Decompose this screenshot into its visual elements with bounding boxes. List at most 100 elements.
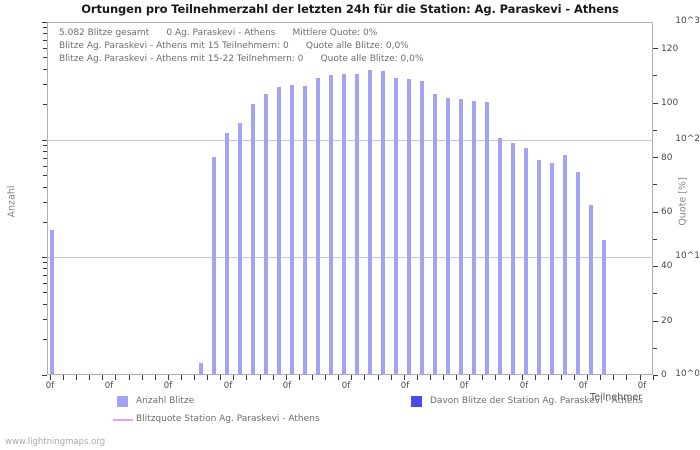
footer-url: www.lightningmaps.org (5, 437, 106, 447)
x-tick (246, 375, 247, 380)
x-tick (587, 375, 588, 380)
y-minor-tick (43, 268, 47, 269)
y-major-tick (42, 22, 47, 23)
bar (290, 85, 294, 375)
y-minor-tick (43, 104, 47, 105)
bar (563, 262, 567, 375)
x-tick (207, 375, 208, 380)
bar (355, 74, 359, 375)
y-minor-tick (43, 339, 47, 340)
x-tick (155, 375, 156, 380)
x-tick (482, 375, 483, 380)
y-major-tick (42, 140, 47, 141)
x-tick (50, 375, 51, 380)
bar (238, 123, 242, 375)
x-axis-tick-label: 0f (459, 381, 469, 391)
x-tick (430, 375, 431, 380)
gridline-1e2 (47, 140, 653, 141)
bar (329, 75, 333, 375)
y-minor-tick (43, 187, 47, 188)
x-tick (391, 375, 392, 380)
legend-label-blitzquote: Blitzquote Station Ag. Paraskevi - Athen… (136, 414, 320, 424)
x-tick (181, 375, 182, 380)
bar (446, 98, 450, 375)
x-tick (312, 375, 313, 380)
annotation-line-2: Blitze Ag. Paraskevi - Athens mit 15 Tei… (59, 41, 409, 51)
bar (342, 74, 346, 375)
y-axis-label-1e3: 10^3 (675, 16, 700, 26)
y2-tick (653, 130, 657, 131)
x-tick (351, 375, 352, 380)
bar (199, 363, 203, 375)
x-tick (613, 375, 614, 380)
x-tick (168, 375, 169, 380)
annotation-line-1: 5.082 Blitze gesamt 0 Ag. Paraskevi - At… (59, 28, 378, 38)
y2-axis-label-40: 40 (661, 261, 673, 271)
x-axis-title: Teilnehmer (590, 392, 643, 403)
x-tick (299, 375, 300, 380)
bar (641, 374, 645, 375)
x-tick (364, 375, 365, 380)
x-axis-tick-label: 0f (341, 381, 351, 391)
y2-axis-label-0: 0 (661, 370, 667, 380)
y-minor-tick (43, 27, 47, 28)
y-minor-tick (43, 69, 47, 70)
x-axis-tick-label: 0f (104, 381, 114, 391)
y2-tick (653, 375, 658, 376)
x-axis-tick-label: 0f (223, 381, 233, 391)
x-tick (626, 375, 627, 380)
x-tick (469, 375, 470, 380)
y2-tick (653, 239, 657, 240)
x-tick (378, 375, 379, 380)
bar (485, 102, 489, 375)
y-minor-tick (43, 319, 47, 320)
bar (537, 221, 541, 375)
bar (50, 230, 54, 375)
legend-label-anzahl-blitze: Anzahl Blitze (136, 396, 195, 406)
x-tick (535, 375, 536, 380)
bar (524, 226, 528, 375)
y-minor-tick (43, 48, 47, 49)
x-tick (522, 375, 523, 380)
bar (212, 157, 216, 375)
y-minor-tick (43, 262, 47, 263)
x-tick (63, 375, 64, 380)
legend-swatch-anzahl-blitze (117, 396, 128, 407)
bar (433, 94, 437, 375)
y2-axis-label-20: 20 (661, 316, 673, 326)
bar (368, 70, 372, 375)
x-tick (338, 375, 339, 380)
bar (225, 133, 229, 375)
bar (277, 87, 281, 375)
y2-tick (653, 348, 657, 349)
bar (628, 374, 632, 375)
x-axis-tick-label: 0f (578, 381, 588, 391)
y2-tick (653, 184, 657, 185)
bar (511, 143, 515, 375)
y2-axis-label-80: 80 (661, 153, 673, 163)
page-title: Ortungen pro Teilnehmerzahl der letzten … (81, 2, 619, 16)
x-axis-tick-label: 0f (519, 381, 529, 391)
bar (316, 78, 320, 375)
y2-tick (653, 48, 658, 49)
bar (472, 101, 476, 375)
bars-layer (47, 22, 653, 375)
y-minor-tick (43, 275, 47, 276)
y-minor-tick (43, 151, 47, 152)
y-minor-tick (43, 33, 47, 34)
x-axis-tick-label: 0f (400, 381, 410, 391)
y-axis-label-1e0: 10^0 (675, 369, 700, 379)
legend-label-station-blitze: Davon Blitze der Station Ag. Paraskevi -… (430, 396, 643, 406)
bar (615, 374, 619, 375)
y2-tick (653, 75, 657, 76)
bar (251, 104, 255, 375)
x-axis-tick-label: 0f (637, 381, 647, 391)
y-major-tick (42, 375, 47, 376)
y-minor-tick (43, 222, 47, 223)
x-tick (194, 375, 195, 380)
bar (459, 99, 463, 375)
x-tick (142, 375, 143, 380)
legend-swatch-blitzquote (113, 419, 133, 421)
y-major-tick (42, 257, 47, 258)
x-tick (495, 375, 496, 380)
